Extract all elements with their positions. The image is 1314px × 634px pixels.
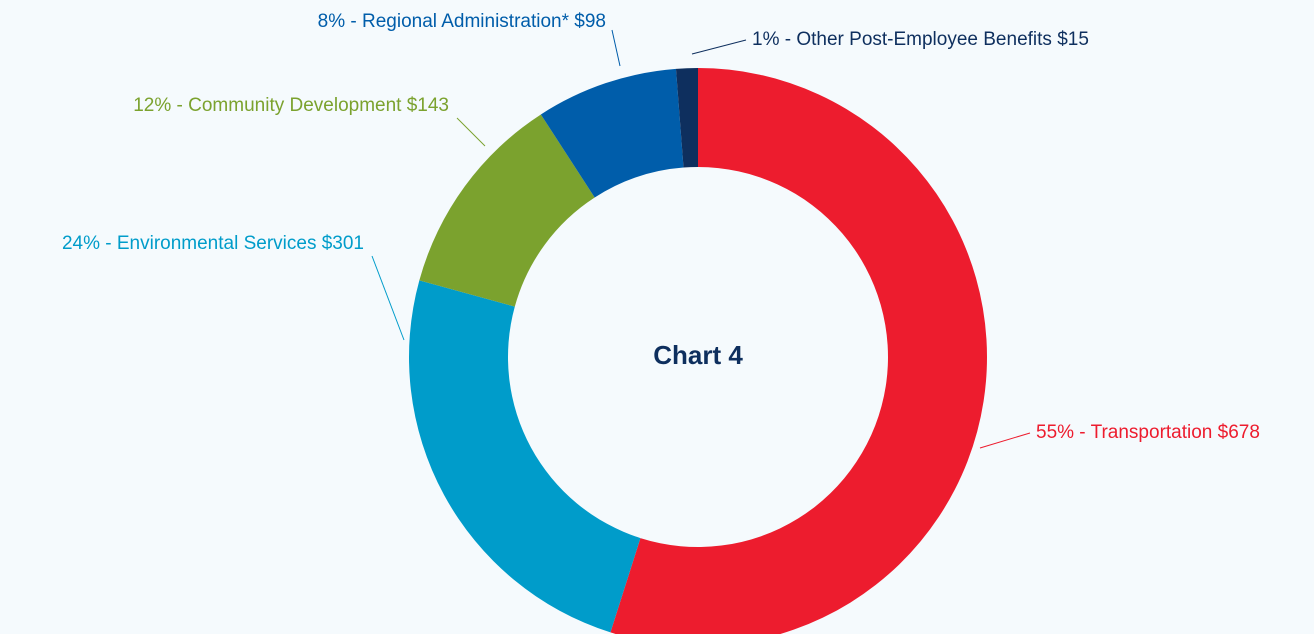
donut-slice	[409, 280, 641, 633]
slice-label: 1% - Other Post-Employee Benefits $15	[752, 29, 1089, 50]
donut-slice	[675, 68, 698, 168]
donut-slice	[540, 68, 684, 198]
slice-label: 8% - Regional Administration* $98	[318, 11, 606, 32]
donut-slice	[610, 68, 987, 634]
chart-title: Chart 4	[653, 340, 743, 370]
leader-line	[979, 432, 1031, 449]
leader-line	[456, 117, 486, 147]
slice-label: 55% - Transportation $678	[1036, 422, 1260, 443]
leader-line	[691, 39, 747, 55]
leader-line	[611, 29, 621, 67]
slice-label: 24% - Environmental Services $301	[62, 233, 364, 254]
leader-line	[371, 255, 405, 341]
donut-slice	[419, 114, 595, 307]
slice-label: 12% - Community Development $143	[133, 95, 449, 116]
